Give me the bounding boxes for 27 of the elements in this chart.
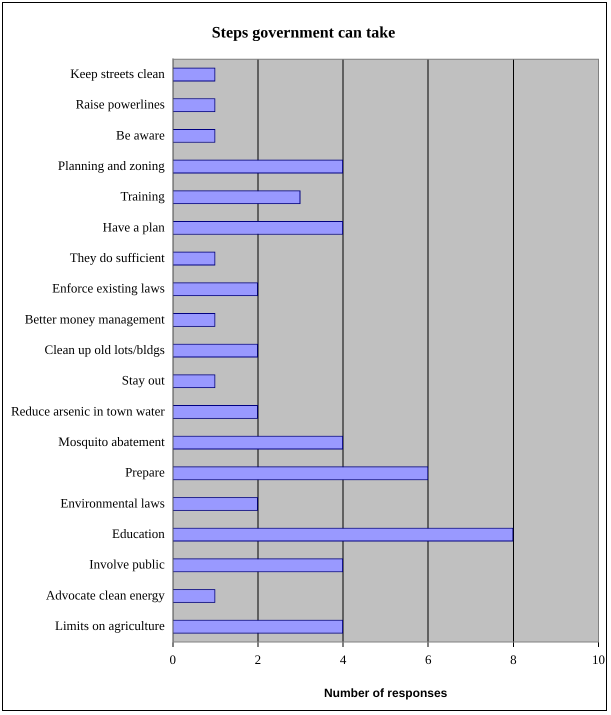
y-tick-label: They do sufficient xyxy=(70,250,166,265)
y-tick-label: Education xyxy=(112,526,166,542)
y-tick-label: Involve public xyxy=(89,556,165,572)
y-tick-label: Raise powerlines xyxy=(76,96,165,112)
x-tick-label: 6 xyxy=(424,652,432,668)
y-tick-label: Planning and zoning xyxy=(58,158,166,173)
x-tick-label: 0 xyxy=(170,652,176,668)
chart-title: Steps government can take xyxy=(212,24,396,42)
y-tick-label: Clean up old lots/bldgs xyxy=(44,342,165,358)
x-tick-label: 10 xyxy=(592,652,605,668)
y-tick-label: Stay out xyxy=(122,372,166,388)
y-tick-label: Environmental laws xyxy=(60,495,165,510)
y-tick-label: Keep streets clean xyxy=(70,66,166,81)
x-tick-label: 4 xyxy=(340,652,347,668)
y-tick-label: Reduce arsenic in town water xyxy=(10,403,166,418)
y-tick-label: Mosquito abatement xyxy=(58,434,166,450)
y-tick-label: Better money management xyxy=(24,311,166,326)
x-tick-label: 8 xyxy=(510,652,517,668)
x-tick-label: 2 xyxy=(254,652,262,668)
y-tick-label: Enforce existing laws xyxy=(52,280,165,296)
y-tick-label: Advocate clean energy xyxy=(46,587,166,602)
y-tick-label: Have a plan xyxy=(102,219,166,234)
y-tick-label: Limits on agriculture xyxy=(55,618,165,634)
y-tick-label: Training xyxy=(120,188,166,204)
y-tick-label: Be aware xyxy=(116,127,165,142)
y-tick-label: Prepare xyxy=(125,464,165,480)
x-axis-title: Number of responses xyxy=(324,686,448,700)
